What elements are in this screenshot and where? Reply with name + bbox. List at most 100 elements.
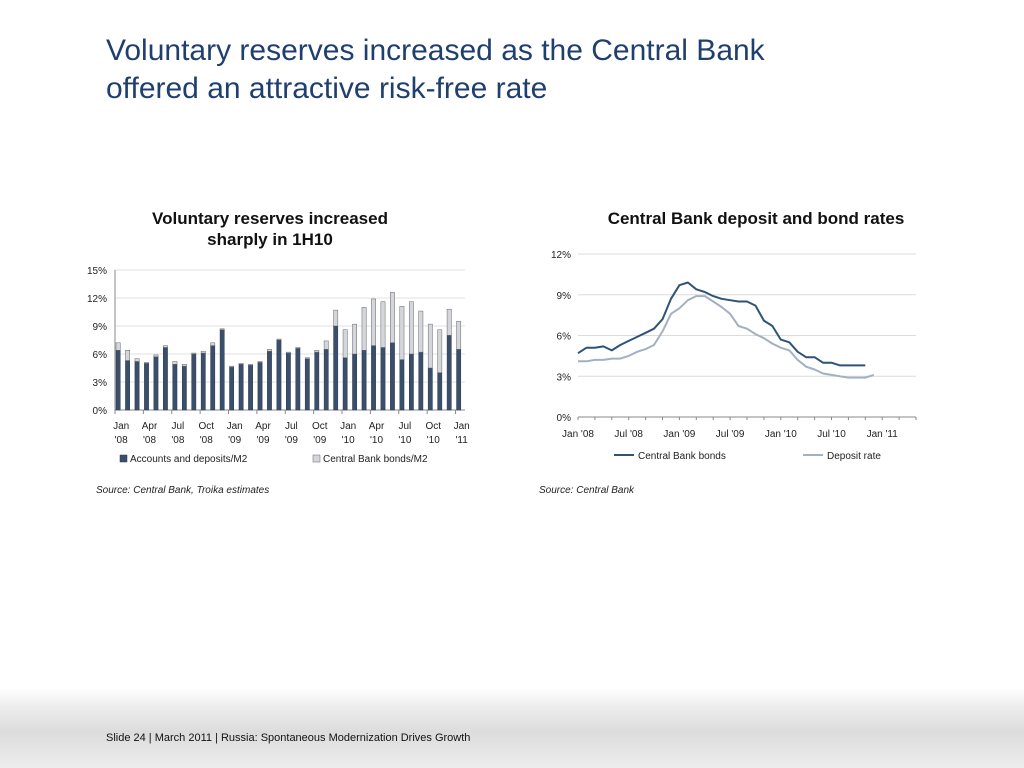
- bar-x-tick-label-month: Apr: [369, 421, 385, 432]
- line-x-tick-label: Jan '09: [663, 429, 695, 440]
- footer-band: [0, 688, 1024, 768]
- bar-central-bank-bonds: [153, 354, 159, 358]
- bar-central-bank-bonds: [408, 301, 414, 355]
- line-x-tick-label: Jan '08: [562, 429, 594, 440]
- bar-central-bank-bonds: [380, 301, 386, 348]
- bar-central-bank-bonds: [144, 362, 149, 364]
- legend-label-accounts: Accounts and deposits/M2: [130, 454, 248, 465]
- bar-y-tick-label: 3%: [93, 378, 108, 389]
- series-line-deposit-rate: [578, 295, 875, 379]
- bar-x-tick-label-year: '08: [200, 435, 213, 446]
- slide-title-line-1: Voluntary reserves increased as the Cent…: [106, 34, 765, 67]
- bar-central-bank-bonds: [134, 358, 140, 362]
- line-y-tick-label: 0%: [557, 413, 572, 424]
- line-y-tick-label: 6%: [557, 332, 572, 343]
- bar-central-bank-bonds: [163, 345, 168, 348]
- line-x-tick-label: Jan '11: [867, 429, 899, 440]
- bar-central-bank-bonds: [314, 350, 320, 353]
- bar-central-bank-bonds: [333, 309, 339, 327]
- bar-central-bank-bonds: [248, 364, 253, 366]
- bar-central-bank-bonds: [437, 329, 443, 373]
- bar-x-tick-label-year: '09: [228, 435, 241, 446]
- bar-central-bank-bonds: [342, 329, 348, 358]
- bar-x-tick-label-year: '10: [342, 435, 355, 446]
- bar-x-tick-label-year: '08: [171, 435, 184, 446]
- line-x-tick-label: Jul '09: [716, 429, 745, 440]
- legend-label-deposit: Deposit rate: [827, 451, 881, 462]
- bar-central-bank-bonds: [361, 307, 367, 351]
- slide-title: Voluntary reserves increased as the Cent…: [106, 32, 986, 108]
- bar-central-bank-bonds: [295, 347, 301, 349]
- bar-central-bank-bonds: [446, 308, 452, 336]
- bar-central-bank-bonds: [181, 364, 187, 367]
- series-line-central-bank-bonds: [577, 281, 866, 367]
- bar-central-bank-bonds: [390, 292, 395, 344]
- line-y-tick-label: 9%: [557, 291, 572, 302]
- bar-central-bank-bonds: [286, 351, 291, 354]
- bar-central-bank-bonds: [276, 338, 282, 341]
- bar-y-tick-label: 15%: [87, 266, 107, 277]
- bar-central-bank-bonds: [229, 365, 235, 368]
- bar-x-tick-label-year: '10: [427, 435, 440, 446]
- line-y-tick-label: 3%: [557, 372, 572, 383]
- bar-x-tick-label-month: Jan: [340, 421, 356, 432]
- bar-x-tick-label-year: '09: [256, 435, 269, 446]
- legend-label-bonds: Central Bank bonds/M2: [323, 454, 428, 465]
- legend-label-cb-bonds: Central Bank bonds: [638, 451, 726, 462]
- line-x-tick-label: Jul '10: [817, 429, 846, 440]
- bar-x-tick-label-month: Jan: [227, 421, 243, 432]
- bar-chart-title-line-1: Voluntary reserves increased: [152, 209, 388, 228]
- bar-x-tick-label-month: Jul: [285, 421, 298, 432]
- bar-central-bank-bonds: [191, 352, 197, 355]
- bar-x-tick-label-month: Oct: [198, 421, 214, 432]
- bar-x-tick-label-month: Jan: [454, 421, 470, 432]
- bar-x-tick-label-month: Jan: [113, 421, 129, 432]
- source-note-left: Source: Central Bank, Troika estimates: [96, 485, 270, 496]
- bar-y-tick-label: 12%: [87, 294, 107, 305]
- bar-x-tick-label-year: '08: [143, 435, 156, 446]
- legend-swatch-bonds: [312, 454, 321, 463]
- bar-central-bank-bonds: [352, 323, 357, 355]
- bar-central-bank-bonds: [456, 321, 462, 350]
- bar-central-bank-bonds: [200, 350, 206, 354]
- bar-central-bank-bonds: [172, 361, 178, 365]
- bar-x-tick-label-year: '08: [115, 435, 128, 446]
- bar-central-bank-bonds: [257, 361, 263, 363]
- line-chart-title: Central Bank deposit and bond rates: [607, 209, 905, 228]
- legend-swatch-accounts: [119, 454, 128, 463]
- bar-chart-title-line-2: sharply in 1H10: [207, 230, 333, 249]
- line-y-tick-label: 12%: [551, 250, 571, 261]
- bar-x-tick-label-month: Apr: [255, 421, 271, 432]
- bar-x-tick-label-month: Jul: [399, 421, 412, 432]
- bar-y-tick-label: 0%: [93, 406, 108, 417]
- footer-text: Slide 24 | March 2011 | Russia: Spontane…: [106, 732, 471, 744]
- bar-x-tick-label-month: Apr: [142, 421, 158, 432]
- bar-x-tick-label-year: '09: [313, 435, 326, 446]
- bar-central-bank-bonds: [418, 310, 424, 353]
- bar-x-tick-label-month: Oct: [312, 421, 328, 432]
- bar-y-tick-label: 6%: [93, 350, 108, 361]
- bar-central-bank-bonds: [210, 342, 216, 346]
- bar-central-bank-bonds: [267, 349, 272, 352]
- bar-central-bank-bonds: [371, 298, 376, 346]
- bar-x-tick-label-month: Oct: [426, 421, 442, 432]
- bar-x-tick-label-year: '10: [398, 435, 411, 446]
- bar-central-bank-bonds: [323, 340, 329, 350]
- bar-central-bank-bonds: [304, 357, 310, 359]
- line-x-tick-label: Jul '08: [614, 429, 643, 440]
- slide-title-line-2: offered an attractive risk-free rate: [106, 72, 548, 105]
- bar-x-tick-label-month: Jul: [171, 421, 184, 432]
- bar-chart-title: Voluntary reserves increased sharply in …: [110, 208, 430, 250]
- bar-central-bank-bonds: [399, 306, 405, 360]
- bar-x-tick-label-year: '09: [285, 435, 298, 446]
- bar-y-tick-label: 9%: [93, 322, 108, 333]
- bar-x-tick-label-year: '11: [456, 435, 469, 446]
- source-note-right: Source: Central Bank: [539, 485, 635, 496]
- line-x-tick-label: Jan '10: [765, 429, 797, 440]
- bar-x-tick-label-year: '10: [370, 435, 383, 446]
- bar-central-bank-bonds: [115, 342, 121, 351]
- bar-central-bank-bonds: [219, 328, 225, 330]
- bar-central-bank-bonds: [238, 363, 244, 365]
